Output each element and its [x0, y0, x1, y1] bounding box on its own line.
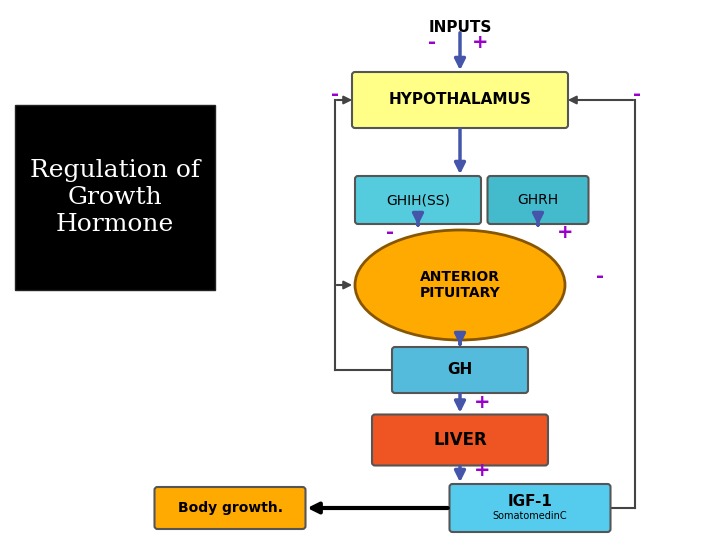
FancyBboxPatch shape: [449, 484, 611, 532]
FancyBboxPatch shape: [15, 105, 215, 290]
Text: INPUTS: INPUTS: [428, 20, 492, 35]
FancyBboxPatch shape: [355, 176, 481, 224]
FancyBboxPatch shape: [487, 176, 588, 224]
Text: -: -: [428, 33, 436, 52]
Text: +: +: [557, 224, 573, 242]
FancyBboxPatch shape: [372, 415, 548, 465]
Text: Body growth.: Body growth.: [178, 501, 282, 515]
Text: -: -: [633, 84, 641, 104]
Text: -: -: [386, 224, 394, 242]
Text: +: +: [474, 394, 490, 413]
Text: GHIH(SS): GHIH(SS): [386, 193, 450, 207]
Text: SomatomedinC: SomatomedinC: [492, 511, 567, 521]
Text: +: +: [474, 461, 490, 480]
Text: +: +: [472, 33, 488, 52]
Text: -: -: [596, 267, 604, 287]
Text: LIVER: LIVER: [433, 431, 487, 449]
Text: HYPOTHALAMUS: HYPOTHALAMUS: [389, 92, 531, 107]
Text: ANTERIOR
PITUITARY: ANTERIOR PITUITARY: [420, 270, 500, 300]
Text: GHRH: GHRH: [518, 193, 559, 207]
Ellipse shape: [355, 230, 565, 340]
FancyBboxPatch shape: [155, 487, 305, 529]
Text: IGF-1: IGF-1: [508, 495, 552, 510]
FancyBboxPatch shape: [352, 72, 568, 128]
Text: -: -: [331, 84, 339, 104]
Text: GH: GH: [447, 362, 472, 377]
FancyBboxPatch shape: [392, 347, 528, 393]
Text: Regulation of
Growth
Hormone: Regulation of Growth Hormone: [30, 159, 200, 235]
